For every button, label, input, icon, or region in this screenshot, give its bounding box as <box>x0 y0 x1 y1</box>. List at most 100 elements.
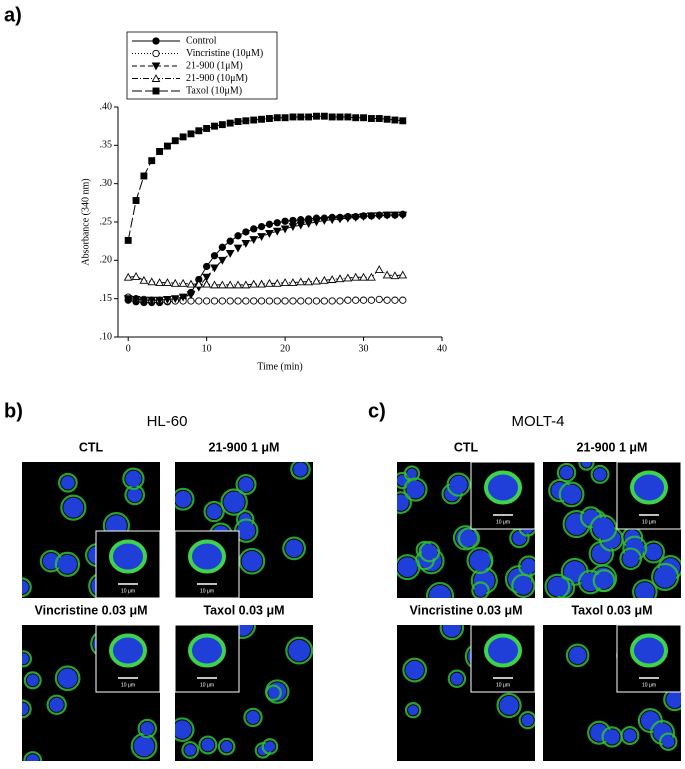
legend-label: Vincristine (10μM) <box>186 48 263 59</box>
nucleus <box>140 721 154 736</box>
marker <box>203 125 211 132</box>
nucleus <box>559 465 574 480</box>
cell <box>518 711 535 730</box>
nucleus <box>22 653 29 665</box>
marker <box>288 278 298 287</box>
legend-marker <box>151 74 161 82</box>
y-tick-label: .35 <box>100 140 113 151</box>
nucleus <box>408 705 419 716</box>
series-line <box>128 214 403 301</box>
marker <box>382 211 392 220</box>
marker <box>233 244 243 253</box>
marker <box>178 278 188 287</box>
cell <box>544 573 571 598</box>
marker <box>383 115 391 123</box>
marker <box>140 172 148 180</box>
marker <box>250 225 258 233</box>
marker <box>131 272 141 280</box>
marker <box>250 297 258 305</box>
marker <box>179 133 187 141</box>
marker <box>265 115 273 122</box>
legend-marker <box>152 37 160 45</box>
nucleus <box>449 475 468 494</box>
panel-label: c) <box>368 400 386 422</box>
marker <box>242 117 250 125</box>
marker <box>187 130 195 138</box>
marker <box>312 297 321 305</box>
marker <box>132 197 140 204</box>
marker <box>359 272 368 281</box>
micrograph: 10 μm <box>543 624 682 761</box>
marker <box>367 115 375 122</box>
marker <box>281 114 289 122</box>
marker <box>351 213 361 222</box>
marker <box>265 297 274 305</box>
inset-cell <box>630 470 668 505</box>
x-tick-label: 0 <box>126 343 131 354</box>
nucleus <box>397 494 409 511</box>
nucleus <box>561 484 582 505</box>
cell <box>402 657 428 683</box>
marker <box>147 296 157 305</box>
cell <box>60 494 87 521</box>
marker <box>320 112 328 120</box>
nucleus <box>514 576 533 595</box>
cell <box>397 491 412 514</box>
cell <box>589 514 618 543</box>
marker <box>280 225 290 234</box>
cell <box>632 579 658 598</box>
nucleus <box>666 690 681 709</box>
cell <box>290 462 311 480</box>
marker <box>242 228 250 236</box>
cell <box>54 551 81 577</box>
x-tick-label: 10 <box>202 343 212 354</box>
nucleus <box>206 504 222 520</box>
nucleus <box>581 462 592 468</box>
marker <box>226 237 234 245</box>
marker <box>359 296 368 304</box>
nucleus <box>127 487 142 503</box>
marker <box>319 217 329 225</box>
marker <box>218 121 226 129</box>
image-label: CTL <box>454 440 479 454</box>
cell <box>447 669 467 688</box>
marker <box>289 297 297 305</box>
marker <box>344 113 352 121</box>
nucleus <box>623 729 637 742</box>
cell <box>175 717 195 742</box>
cell <box>511 573 535 598</box>
cell <box>418 541 441 563</box>
marker <box>374 212 384 221</box>
image-label: 21-900 1 μM <box>577 440 648 454</box>
x-tick-label: 30 <box>359 343 369 354</box>
nucleus <box>264 741 276 752</box>
marker <box>297 297 305 305</box>
nucleus <box>593 468 607 481</box>
marker <box>273 219 281 227</box>
marker <box>249 279 259 288</box>
marker <box>210 297 219 305</box>
marker <box>319 275 329 284</box>
nucleus <box>499 695 519 715</box>
inset-cell <box>188 539 226 574</box>
marker <box>202 262 211 271</box>
marker <box>399 117 407 125</box>
marker <box>297 113 305 121</box>
marker <box>281 217 289 225</box>
nucleus <box>469 550 491 571</box>
marker <box>257 297 266 305</box>
image-label: Vincristine 0.03 μM <box>409 603 522 617</box>
marker <box>281 297 289 305</box>
marker <box>210 280 219 289</box>
cell <box>23 671 42 690</box>
marker <box>304 220 313 228</box>
marker <box>202 279 212 288</box>
marker <box>344 296 352 304</box>
nucleus <box>547 576 568 597</box>
nucleus <box>175 720 192 739</box>
marker <box>289 216 297 225</box>
marker <box>226 297 234 305</box>
cell <box>198 735 218 755</box>
nucleus <box>238 477 254 492</box>
nucleus <box>246 710 260 724</box>
